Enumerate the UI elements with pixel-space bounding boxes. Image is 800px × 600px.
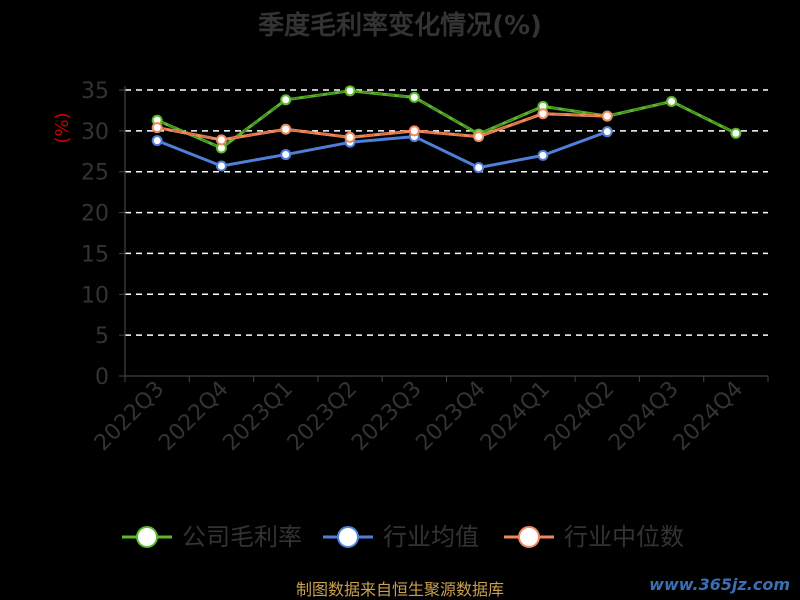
x-tick-label: 2024Q2 [540, 377, 619, 456]
data-point[interactable] [731, 129, 740, 138]
series-1 [153, 86, 741, 152]
data-point[interactable] [217, 135, 226, 144]
y-tick-label: 15 [81, 242, 109, 267]
x-tick-label: 2024Q4 [669, 377, 748, 456]
data-point[interactable] [281, 125, 290, 134]
legend-label: 行业中位数 [564, 523, 684, 551]
data-point[interactable] [410, 126, 419, 135]
series-line-overlay [157, 91, 736, 148]
series-line [157, 91, 736, 148]
watermark: www.365jz.com [649, 575, 790, 594]
legend-label: 行业均值 [383, 523, 479, 551]
legend-item-2[interactable]: 行业均值 [323, 523, 479, 551]
data-point[interactable] [538, 109, 547, 118]
y-tick-label: 10 [81, 283, 109, 308]
legend[interactable]: 公司毛利率 行业均值 行业中位数 [122, 523, 684, 551]
legend-swatch-marker [137, 527, 157, 547]
data-point[interactable] [667, 97, 676, 106]
x-tick-label: 2023Q2 [283, 377, 362, 456]
x-tick-label: 2023Q3 [347, 377, 426, 456]
grid [125, 90, 768, 335]
series-lines [153, 86, 741, 172]
legend-swatch-marker [338, 527, 358, 547]
legend-swatch-marker [519, 527, 539, 547]
y-tick-label: 35 [81, 79, 109, 104]
legend-label: 公司毛利率 [182, 523, 302, 551]
data-source-note: 制图数据来自恒生聚源数据库 [296, 580, 504, 599]
y-tick-label: 5 [95, 324, 109, 349]
data-point[interactable] [474, 163, 483, 172]
data-point[interactable] [153, 123, 162, 132]
y-tick-label: 0 [95, 365, 109, 390]
data-point[interactable] [281, 150, 290, 159]
data-point[interactable] [410, 93, 419, 102]
data-point[interactable] [603, 127, 612, 136]
data-point[interactable] [474, 132, 483, 141]
y-tick-label: 20 [81, 202, 109, 227]
x-tick-label: 2022Q4 [154, 377, 233, 456]
x-tick-label: 2023Q1 [219, 377, 298, 456]
data-point[interactable] [538, 151, 547, 160]
data-point[interactable] [281, 95, 290, 104]
x-tick-label: 2024Q3 [604, 377, 683, 456]
data-point[interactable] [153, 136, 162, 145]
x-tick-label: 2023Q4 [411, 377, 490, 456]
data-point[interactable] [603, 112, 612, 121]
y-axis-unit: (%) [52, 112, 73, 143]
y-tick-label: 30 [81, 120, 109, 145]
data-point[interactable] [346, 133, 355, 142]
x-tick-label: 2024Q1 [476, 377, 555, 456]
axes: 051015202530352022Q32022Q42023Q12023Q220… [81, 79, 768, 456]
data-point[interactable] [217, 161, 226, 170]
legend-item-1[interactable]: 公司毛利率 [122, 523, 302, 551]
legend-item-3[interactable]: 行业中位数 [504, 523, 684, 551]
y-tick-label: 25 [81, 161, 109, 186]
data-point[interactable] [346, 86, 355, 95]
chart-title: 季度毛利率变化情况(%) [258, 10, 542, 41]
